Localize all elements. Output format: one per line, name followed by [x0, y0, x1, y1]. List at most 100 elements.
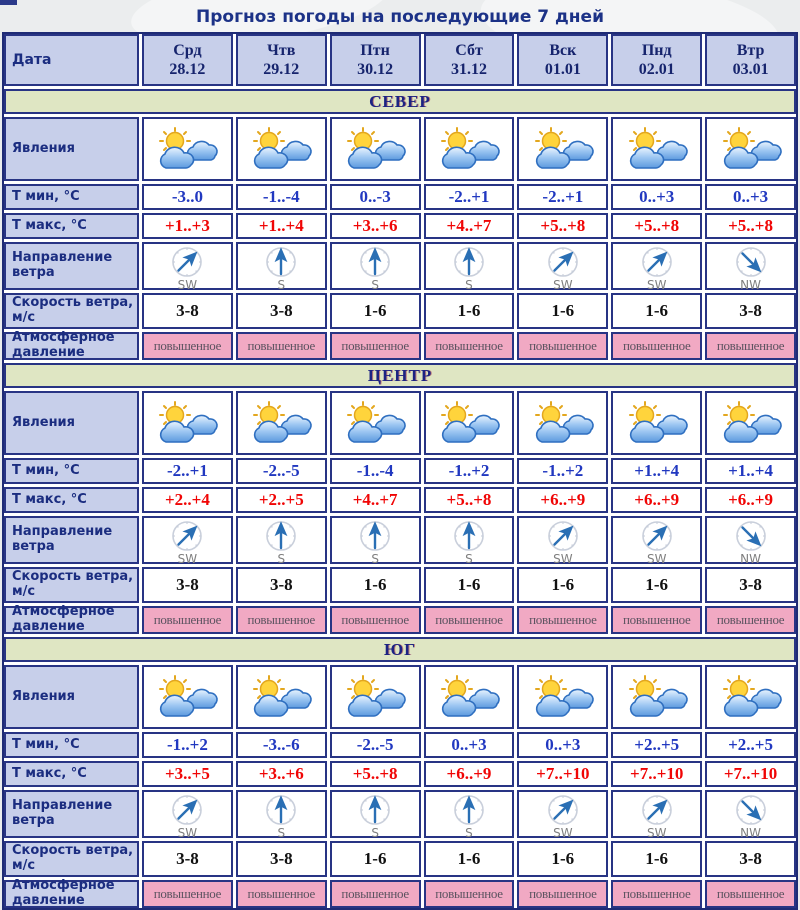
row-label-wind-speed: Скорость ветра, м/с — [4, 567, 139, 603]
pressure-value: повышенное — [153, 612, 222, 627]
wind_speed-cell: 1-6 — [423, 567, 515, 603]
wind-direction-label: S — [277, 551, 286, 566]
pressure-cell: повышенное — [142, 332, 233, 360]
row-label-tmax: Т макс, °С — [4, 487, 139, 513]
phenomena-cell — [517, 391, 609, 455]
wind_speed-cell: 1-6 — [329, 293, 421, 329]
wind_speed-cell: 1-6 — [611, 293, 703, 329]
row-label-pressure-text: Атмосферное давление — [12, 330, 115, 360]
wind-speed-value: 1-6 — [363, 301, 387, 320]
wind_speed-cell: 1-6 — [611, 841, 703, 877]
tmax-cell: +5..+8 — [517, 213, 609, 239]
temp-min-value: 0..+3 — [639, 187, 675, 206]
wind_speed-cell: 3-8 — [142, 293, 233, 329]
tmin-cell: -3..-6 — [235, 732, 327, 758]
tmin-cell: -2..+1 — [142, 458, 233, 484]
row-label-tmin: Т мин, °С — [4, 732, 139, 758]
pressure-cell: повышенное — [142, 880, 233, 908]
phenomena-cell — [423, 391, 515, 455]
temp-min-value: 0..+3 — [545, 735, 581, 754]
temp-min-value: -3..-6 — [262, 735, 300, 754]
compass-arrow-icon — [639, 518, 675, 554]
day-header-cell: Вск 01.01 — [517, 34, 609, 86]
phenomena-cell — [611, 665, 703, 729]
tmax-cell: +2..+5 — [235, 487, 327, 513]
temp-min-value: -2..+1 — [542, 187, 584, 206]
tmax-cell: +1..+4 — [235, 213, 327, 239]
wind_dir-cell: S — [235, 242, 327, 291]
pressure-value: повышенное — [247, 612, 316, 627]
day-date: 03.01 — [732, 61, 769, 78]
day-date: 01.01 — [544, 61, 581, 78]
row-label-tmax-text: Т макс, °С — [12, 491, 87, 507]
wind_speed-cell: 1-6 — [517, 841, 609, 877]
compass-arrow-icon — [169, 792, 205, 828]
pressure-value: повышенное — [247, 886, 316, 901]
compass-arrow-icon — [733, 244, 769, 280]
tmax-cell: +5..+8 — [329, 761, 421, 787]
wind_dir-cell: S — [423, 516, 515, 565]
phenomena-cell — [611, 391, 703, 455]
tmax-cell: +7..+10 — [611, 761, 703, 787]
tmin-cell: -2..-5 — [329, 732, 421, 758]
temp-max-value: +5..+8 — [446, 490, 492, 509]
sun-behind-clouds-icon — [718, 401, 784, 445]
wind_speed-cell: 3-8 — [235, 293, 327, 329]
wind_dir-cell: NW — [705, 790, 796, 839]
wind-speed-value: 1-6 — [363, 575, 387, 594]
pressure-cell: повышенное — [235, 332, 327, 360]
temp-min-value: -3..0 — [171, 187, 203, 206]
day-name: Пнд — [641, 41, 672, 59]
sun-behind-clouds-icon — [436, 401, 502, 445]
temp-max-value: +6..+9 — [540, 490, 586, 509]
section-name: СЕВЕР — [369, 91, 431, 111]
phenomena-cell — [517, 665, 609, 729]
wind-direction-label: S — [465, 825, 473, 840]
wind_speed-cell: 1-6 — [329, 841, 421, 877]
wind-speed-value: 3-8 — [176, 575, 199, 594]
pressure-value: повышенное — [247, 338, 316, 353]
row-label-tmax: Т макс, °С — [4, 213, 139, 239]
wind-speed-value: 3-8 — [739, 849, 762, 868]
pressure-value: повышенное — [622, 886, 691, 901]
pressure-value: повышенное — [435, 886, 503, 901]
tmax-cell: +4..+7 — [423, 213, 515, 239]
wind-speed-value: 3-8 — [176, 301, 199, 320]
pressure-value: повышенное — [153, 886, 222, 901]
pressure-value: повышенное — [529, 612, 597, 627]
day-name: Срд — [173, 41, 202, 59]
temp-max-value: +3..+6 — [352, 216, 398, 235]
row-label-wind-speed-text: Скорость ветра, м/с — [12, 843, 134, 873]
wind_speed-cell: 3-8 — [142, 567, 233, 603]
tmax-cell: +6..+9 — [517, 487, 609, 513]
sun-behind-clouds-icon — [624, 401, 690, 445]
wind-direction-label: NW — [740, 277, 761, 292]
wind_speed-cell: 3-8 — [705, 567, 796, 603]
phenomena-cell — [705, 391, 796, 455]
phenomena-cell — [423, 117, 515, 181]
phenomena-cell — [142, 117, 233, 181]
sun-behind-clouds-icon — [530, 401, 596, 445]
temp-min-value: +1..+4 — [634, 461, 680, 480]
day-name: Сбт — [455, 41, 483, 59]
wind-speed-value: 3-8 — [176, 849, 199, 868]
row-label-tmin-text: Т мин, °С — [12, 462, 80, 478]
wind-direction-label: SW — [646, 825, 667, 840]
section-name: ЮГ — [384, 639, 416, 659]
wind_dir-cell: S — [423, 242, 515, 291]
tmin-cell: +1..+4 — [611, 458, 703, 484]
pressure-cell: повышенное — [517, 332, 609, 360]
temp-min-value: +2..+5 — [728, 735, 773, 754]
temp-max-value: +1..+3 — [164, 216, 210, 235]
compass-arrow-icon — [451, 244, 487, 280]
temp-max-value: +6..+9 — [446, 764, 492, 783]
pressure-cell: повышенное — [423, 332, 515, 360]
tmin-cell: +2..+5 — [611, 732, 703, 758]
wind-speed-value: 3-8 — [269, 301, 293, 320]
wind_speed-cell: 3-8 — [235, 841, 327, 877]
day-header-cell: Срд 28.12 — [142, 34, 233, 86]
row-label-phenomena: Явления — [4, 391, 139, 455]
tmin-cell: -1..+2 — [423, 458, 515, 484]
wind-speed-value: 1-6 — [551, 301, 575, 320]
wind-speed-value: 1-6 — [551, 849, 575, 868]
